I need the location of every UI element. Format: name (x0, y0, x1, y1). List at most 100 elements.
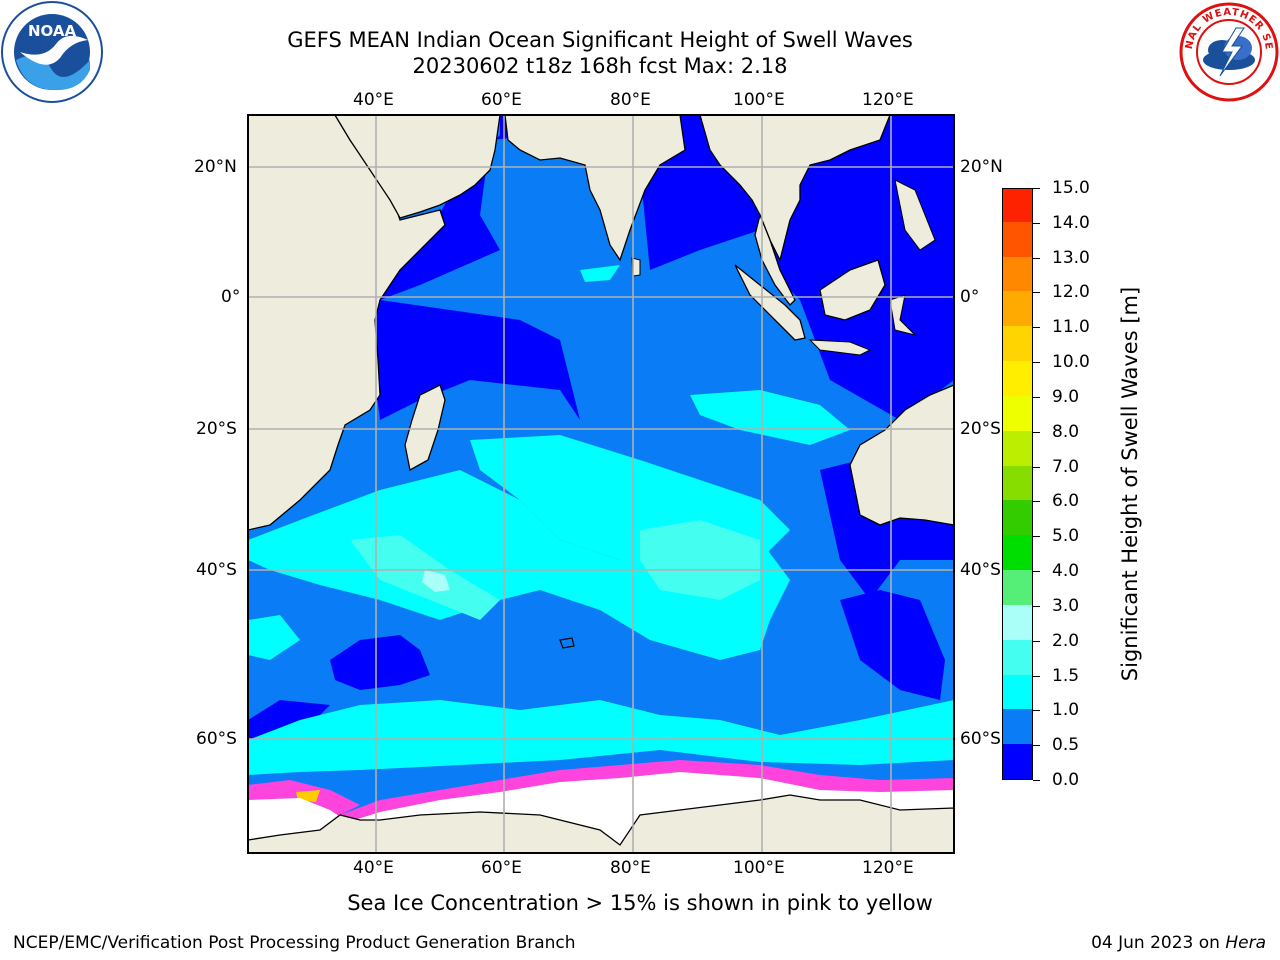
colorbar-tick-label: 14.0 (1052, 212, 1090, 233)
colorbar-segment (1003, 743, 1032, 779)
colorbar-tick-label: 2.0 (1052, 630, 1080, 651)
colorbar-tick-label: 10.0 (1052, 352, 1090, 373)
colorbar-tick-label: 15.0 (1052, 178, 1090, 198)
malay-peninsula-land (754, 212, 796, 306)
colorbar-segment (1003, 465, 1032, 501)
colorbar-tick-mark (1033, 745, 1040, 747)
colorbar-segment (1003, 674, 1032, 710)
colorbar-tick-mark (1033, 466, 1040, 468)
lon-label-bottom: 40°E (353, 858, 394, 878)
antarctica-land (248, 794, 954, 853)
lon-label-top: 60°E (481, 90, 522, 110)
colorbar-tick-label: 1.5 (1052, 665, 1080, 686)
lon-label-top: 40°E (353, 90, 394, 110)
colorbar-tick-mark (1033, 362, 1040, 364)
colorbar-tick-label: 4.0 (1052, 561, 1080, 582)
colorbar-tick-mark (1033, 292, 1040, 294)
colorbar-tick-mark (1033, 780, 1040, 781)
colorbar-segment (1003, 325, 1032, 362)
lat-label-left: 0° (221, 287, 241, 307)
kerguelen-island (559, 637, 575, 649)
colorbar-tick-label: 0.0 (1052, 770, 1080, 790)
colorbar-segment (1003, 499, 1032, 536)
low-swell-region-arabian-sea (360, 115, 954, 420)
colorbar-segment (1003, 534, 1032, 571)
southeast-asia-land (699, 115, 891, 262)
colorbar-title: Significant Height of Swell Waves [m] (1118, 286, 1142, 682)
sulawesi-land (889, 294, 917, 336)
lat-label-right: 60°S (960, 729, 1001, 749)
low-swell-region-southeast (840, 590, 945, 700)
java-land (808, 339, 872, 356)
colorbar-segment (1003, 189, 1032, 222)
sea-ice-edge (248, 760, 954, 822)
footer-date-text: 04 Jun 2023 on (1091, 933, 1226, 953)
colorbar-tick-mark (1033, 571, 1040, 573)
lat-label-left: 60°S (196, 729, 237, 749)
colorbar-tick-label: 12.0 (1052, 282, 1090, 303)
colorbar-tick-mark (1033, 396, 1040, 398)
colorbar-tick-label: 1.0 (1052, 700, 1080, 721)
colorbar-tick-label: 9.0 (1052, 386, 1080, 407)
map-subtitle: 20230602 t18z 168h fcst Max: 2.18 (412, 54, 788, 78)
lat-label-right: 20°N (960, 157, 1003, 177)
colorbar-tick-mark (1033, 605, 1040, 607)
colorbar-tick-label: 8.0 (1052, 421, 1080, 442)
lat-label-right: 20°S (960, 419, 1001, 439)
colorbar-segment (1003, 360, 1032, 396)
colorbar-segment (1003, 290, 1032, 327)
colorbar-tick-label: 13.0 (1052, 247, 1090, 268)
colorbar-tick-mark (1033, 327, 1040, 329)
colorbar-tick-mark (1033, 431, 1040, 433)
sea-ice-note: Sea Ice Concentration > 15% is shown in … (347, 891, 933, 915)
lon-label-top: 100°E (733, 90, 785, 110)
colorbar-segment (1003, 256, 1032, 292)
lon-label-bottom: 100°E (733, 858, 785, 878)
moderate-swell-region-north-band (690, 390, 850, 445)
australia-land (849, 384, 954, 526)
colorbar-tick-mark (1033, 257, 1040, 259)
philippines-land (894, 179, 936, 251)
colorbar-tick-mark (1033, 188, 1040, 189)
map-title: GEFS MEAN Indian Ocean Significant Heigh… (287, 28, 913, 52)
low-swell-region-south-central (330, 635, 430, 690)
map-frame (247, 114, 955, 854)
lon-label-bottom: 120°E (862, 858, 914, 878)
graticule (248, 115, 954, 853)
colorbar (1002, 188, 1033, 780)
colorbar-tick-mark (1033, 675, 1040, 677)
nws-logo: NATIONAL WEATHER SERVICE (1178, 0, 1279, 102)
colorbar-tick-label: 5.0 (1052, 526, 1080, 547)
svg-text:NOAA: NOAA (28, 22, 77, 40)
lon-label-bottom: 80°E (610, 858, 651, 878)
lat-label-left: 40°S (196, 560, 237, 580)
colorbar-tick-mark (1033, 640, 1040, 642)
colorbar-segment (1003, 604, 1032, 640)
colorbar-segment (1003, 708, 1032, 745)
sumatra-land (734, 264, 806, 341)
max-swell-patch (422, 570, 450, 592)
colorbar-tick-label: 11.0 (1052, 317, 1090, 338)
colorbar-tick-mark (1033, 710, 1040, 712)
lon-label-top: 120°E (862, 90, 914, 110)
colorbar-tick-mark (1033, 536, 1040, 538)
colorbar-tick-mark (1033, 501, 1040, 503)
noaa-logo: NOAA (1, 1, 103, 103)
colorbar-segment (1003, 569, 1032, 605)
lon-label-top: 80°E (610, 90, 651, 110)
moderate-swell-region-west (248, 470, 790, 660)
colorbar-tick-label: 7.0 (1052, 456, 1080, 477)
moderate-swell-region-south (248, 700, 954, 775)
lat-label-right: 0° (960, 287, 980, 307)
high-swell-region-east (640, 520, 760, 600)
lon-label-bottom: 60°E (481, 858, 522, 878)
colorbar-tick-mark (1033, 222, 1040, 224)
colorbar-tick-label: 6.0 (1052, 491, 1080, 512)
colorbar-tick-label: 3.0 (1052, 595, 1080, 616)
colorbar-tick-label: 0.5 (1052, 735, 1080, 756)
colorbar-segment (1003, 221, 1032, 257)
lat-label-left: 20°N (194, 157, 237, 177)
colorbar-segment (1003, 395, 1032, 431)
colorbar-segment (1003, 430, 1032, 466)
